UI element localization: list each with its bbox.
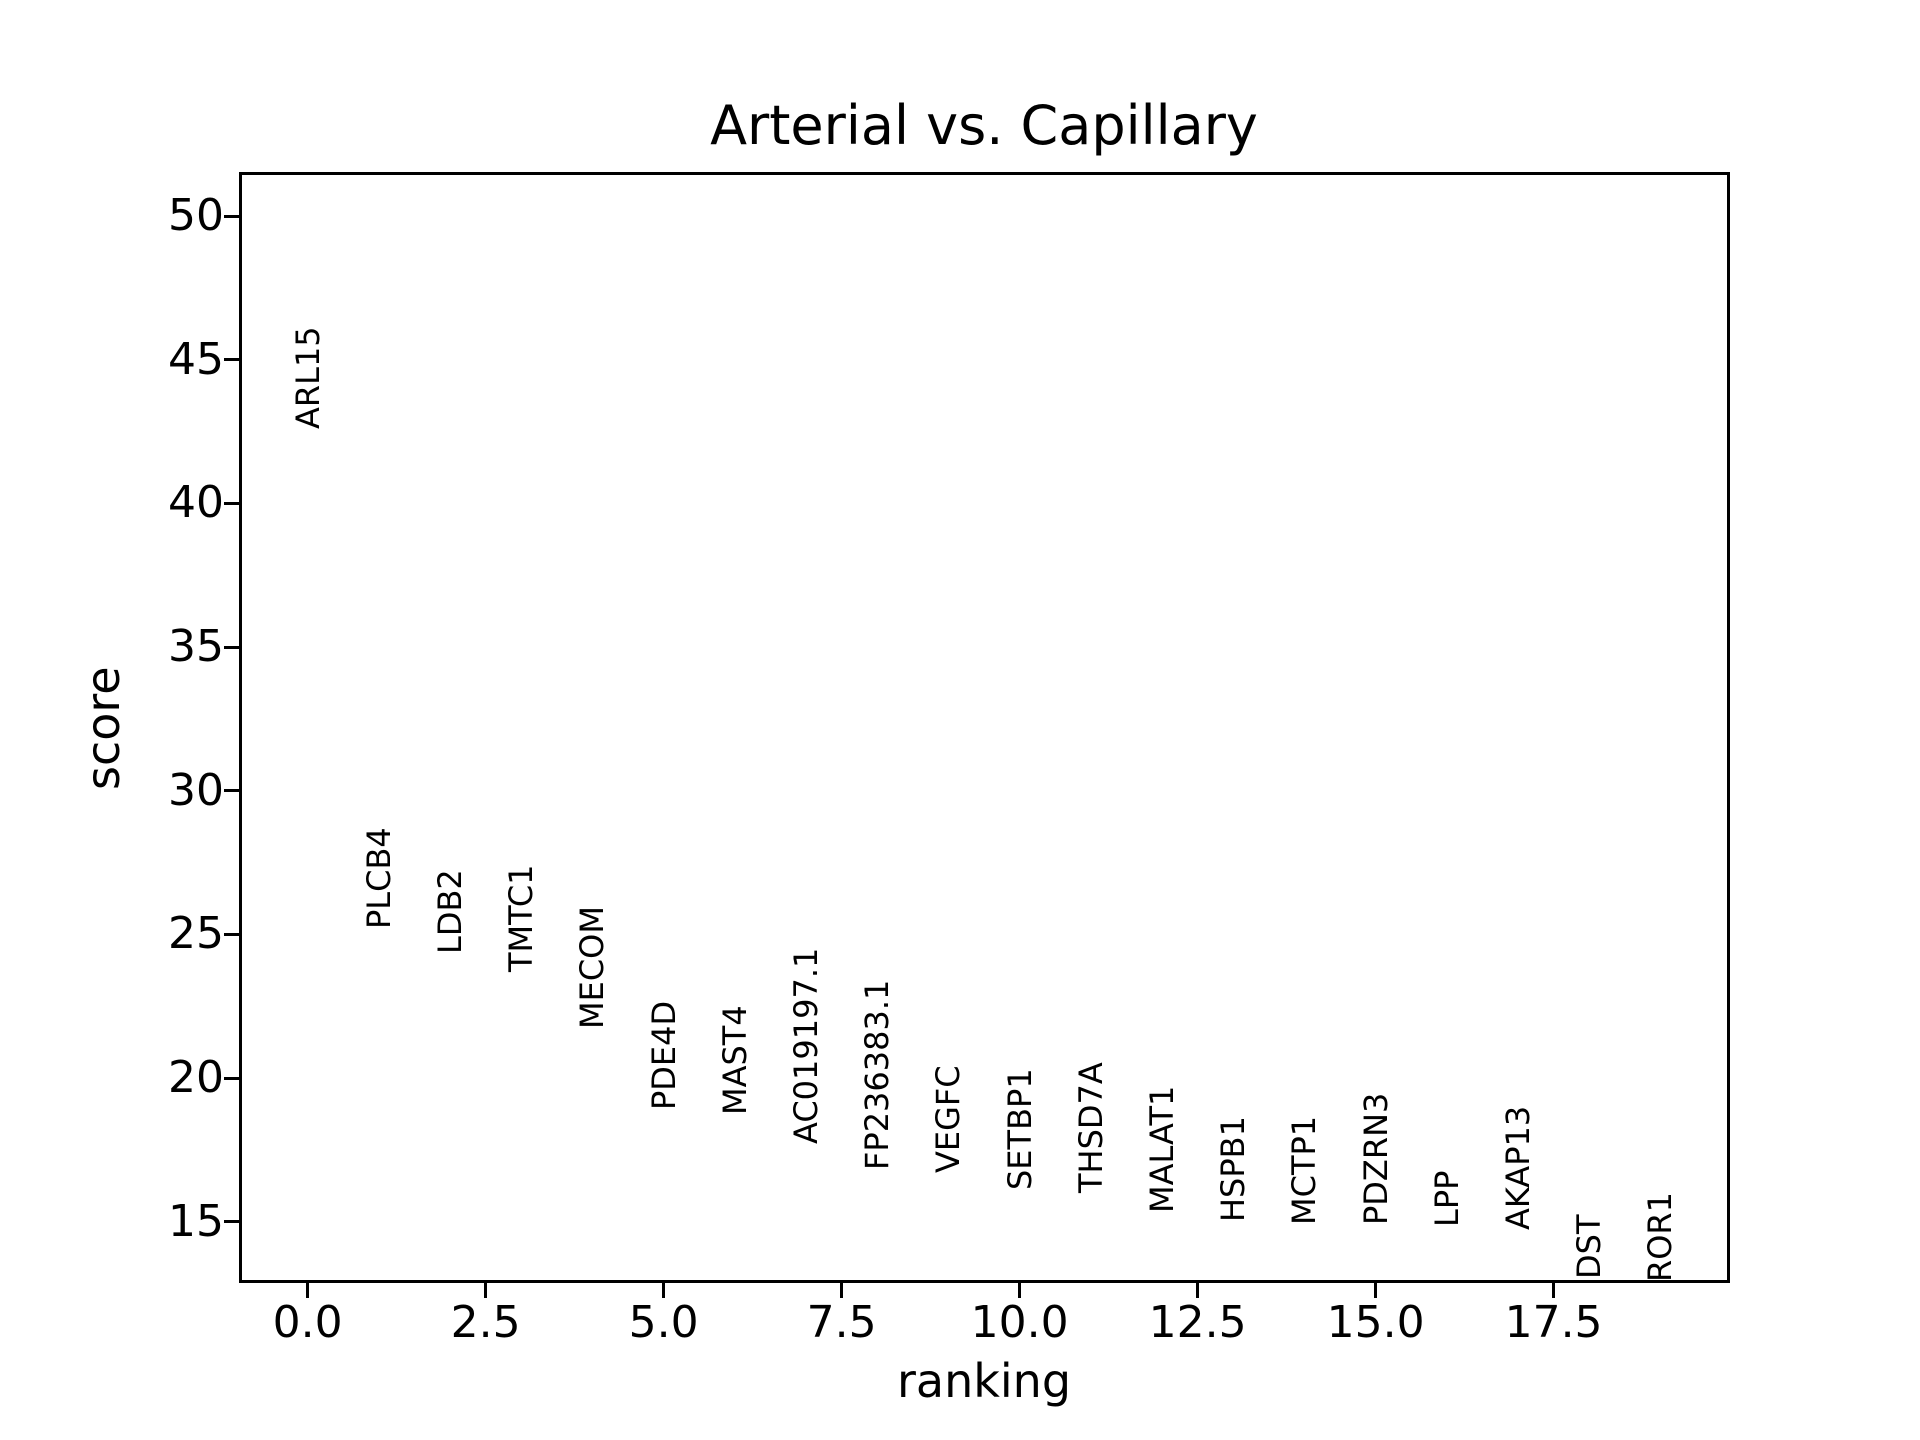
gene-label: MECOM <box>573 906 612 1030</box>
gene-label: ARL15 <box>288 326 327 429</box>
gene-label: DST <box>1570 1214 1609 1280</box>
y-tick-mark <box>224 358 239 362</box>
x-axis-label: ranking <box>896 1354 1072 1408</box>
x-tick-mark <box>1196 1283 1200 1298</box>
gene-label: TMTC1 <box>502 864 541 972</box>
y-axis-label: score <box>76 666 130 790</box>
x-tick-label: 7.5 <box>806 1297 877 1348</box>
gene-label: HSPB1 <box>1214 1115 1253 1222</box>
y-tick-label: 45 <box>168 333 224 385</box>
gene-label: LDB2 <box>431 869 470 955</box>
y-tick-mark <box>224 645 239 649</box>
gene-label: PDZRN3 <box>1356 1092 1395 1225</box>
y-tick-mark <box>224 789 239 793</box>
y-tick-mark <box>224 501 239 505</box>
x-tick-label: 12.5 <box>1148 1297 1247 1348</box>
y-tick-label: 50 <box>168 190 224 242</box>
gene-label: FP236383.1 <box>858 979 897 1170</box>
y-tick-mark <box>224 214 239 218</box>
y-tick-mark <box>224 1220 239 1224</box>
x-tick-mark <box>1018 1283 1022 1298</box>
y-tick-label: 25 <box>168 908 224 960</box>
x-tick-label: 17.5 <box>1504 1297 1603 1348</box>
plot-area <box>239 172 1730 1283</box>
y-tick-mark <box>224 1076 239 1080</box>
gene-label: MAST4 <box>715 1005 754 1116</box>
x-tick-label: 0.0 <box>272 1297 343 1348</box>
gene-label: SETBP1 <box>1000 1068 1039 1191</box>
y-tick-mark <box>224 932 239 936</box>
y-tick-label: 15 <box>168 1195 224 1247</box>
gene-label: AC019197.1 <box>787 947 825 1145</box>
x-tick-label: 15.0 <box>1326 1297 1425 1348</box>
x-tick-mark <box>1374 1283 1378 1298</box>
gene-label: ROR1 <box>1641 1191 1680 1282</box>
gene-label: THSD7A <box>1071 1062 1110 1193</box>
gene-label: PLCB4 <box>359 826 398 929</box>
gene-label: VEGFC <box>929 1065 968 1173</box>
y-tick-label: 20 <box>168 1052 224 1103</box>
x-tick-mark <box>306 1283 310 1298</box>
x-tick-label: 10.0 <box>970 1297 1069 1348</box>
x-tick-mark <box>662 1283 666 1298</box>
x-tick-label: 5.0 <box>628 1297 699 1348</box>
x-tick-mark <box>484 1283 488 1298</box>
x-tick-mark <box>1552 1283 1556 1298</box>
y-tick-label: 30 <box>168 764 224 816</box>
x-tick-mark <box>840 1283 844 1298</box>
chart-title: Arterial vs. Capillary <box>710 94 1258 157</box>
gene-label: PDE4D <box>644 1000 683 1110</box>
x-tick-label: 2.5 <box>450 1297 521 1348</box>
gene-label: LPP <box>1427 1170 1466 1228</box>
y-tick-label: 40 <box>168 477 224 529</box>
gene-label: MCTP1 <box>1285 1115 1324 1225</box>
y-tick-label: 35 <box>168 621 224 673</box>
gene-label: AKAP13 <box>1498 1106 1537 1231</box>
gene-label: MALAT1 <box>1142 1085 1181 1214</box>
